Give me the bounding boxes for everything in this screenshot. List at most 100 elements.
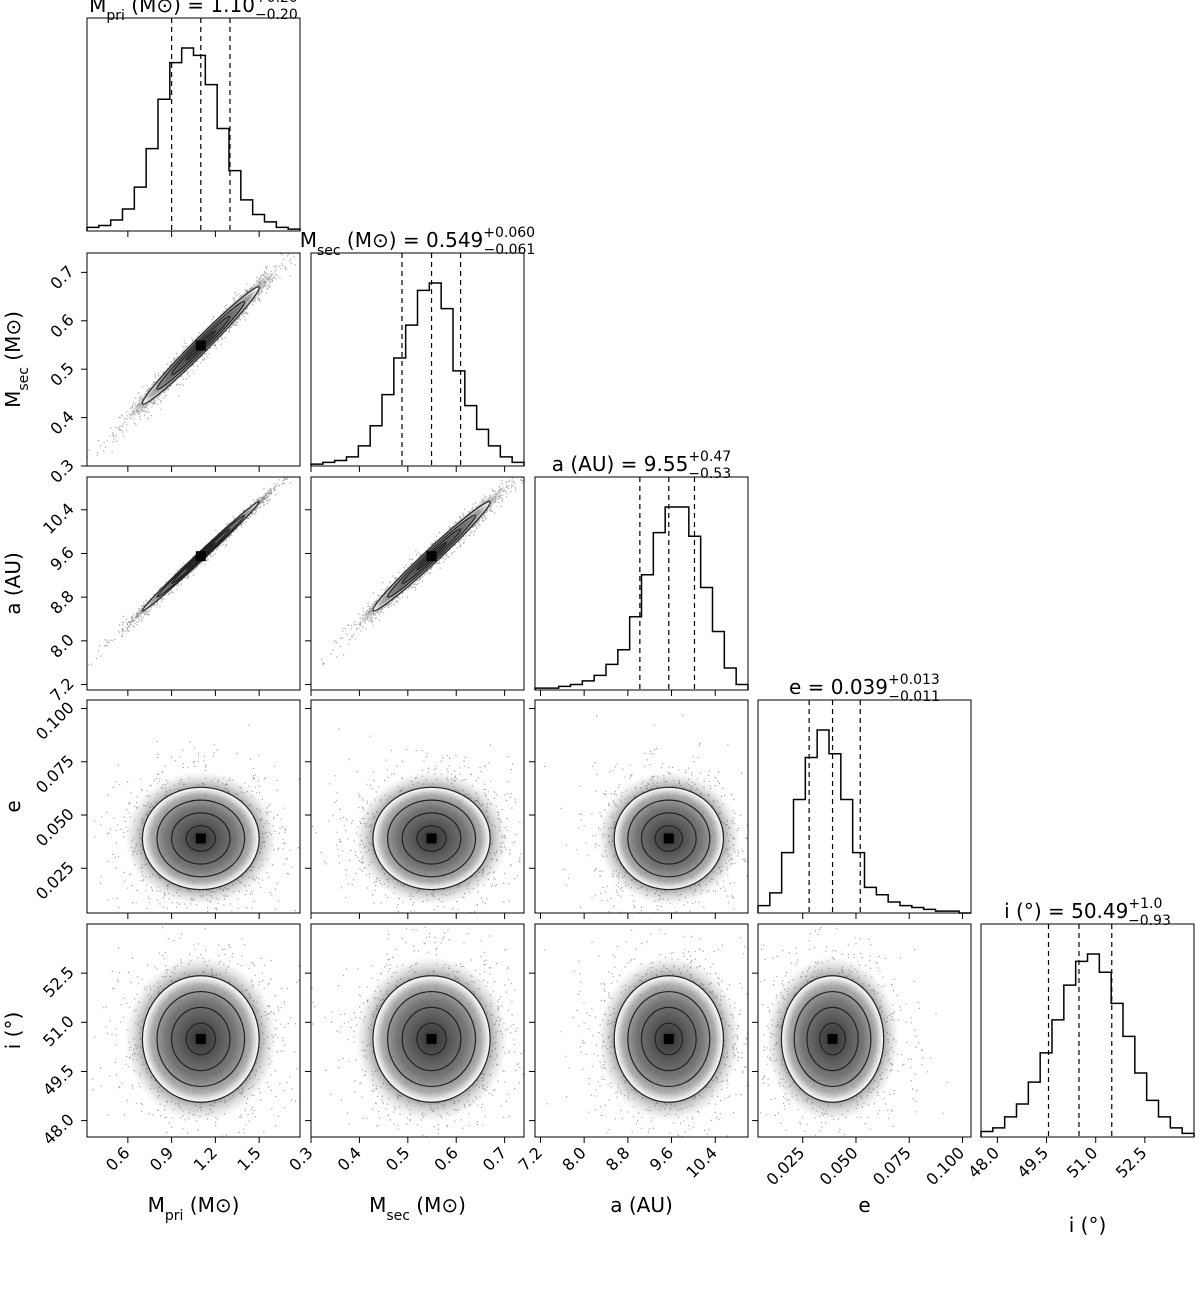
x-axis-label-i: i (°) (1069, 1213, 1107, 1237)
histogram-step-line (310, 282, 525, 466)
peak-bin (663, 1034, 674, 1045)
y-tick-label: 8.0 (46, 630, 77, 661)
contour-level (416, 825, 447, 852)
x-tick-label: 8.0 (558, 1143, 589, 1174)
histogram-panel-mpri: Mpri (M⊙) = 1.10+0.20−0.20 (86, 0, 301, 237)
y-tick-label: 48.0 (39, 1110, 78, 1149)
y-axis-label-i: i (°) (1, 1012, 25, 1050)
axes-frame (86, 476, 301, 691)
histogram-panel-msec: Msec (M⊙) = 0.549+0.060 −0.061 (300, 225, 536, 472)
contour-level (171, 1006, 231, 1072)
contour-level (141, 286, 260, 405)
x-tick-label: 0.025 (763, 1143, 809, 1189)
x-tick-label: 0.6 (430, 1143, 461, 1174)
x-tick-label: 0.4 (334, 1143, 365, 1174)
peak-bin (195, 1034, 206, 1045)
x-axis-label-a: a (AU) (610, 1193, 673, 1217)
x-tick-label: 0.7 (479, 1143, 510, 1174)
peak-bin (426, 551, 437, 562)
x-tick-label: 48.0 (964, 1143, 1003, 1182)
contour-level (156, 990, 246, 1088)
y-tick-label: 51.0 (39, 1012, 78, 1051)
x-axis-label-mpri: Mpri (M⊙) (148, 1193, 240, 1224)
axes-frame (757, 699, 972, 914)
histogram-step-line (86, 47, 301, 231)
scatter-panel-a-vs-mpri: 7.28.08.89.610.4 (39, 476, 301, 705)
contour-level (819, 1022, 846, 1056)
y-axis-label-msec: Msec (M⊙) (1, 311, 32, 408)
peak-bin (663, 833, 674, 844)
contour-level (387, 990, 477, 1088)
contour-level (372, 500, 491, 612)
contour-level (613, 975, 725, 1103)
axes-frame (310, 699, 525, 914)
histogram-step-line (534, 506, 749, 690)
axes-frame (980, 923, 1195, 1138)
corner-panels: Mpri (M⊙) = 1.10+0.20−0.20 Msec (M⊙) = 0.… (1, 0, 1195, 1237)
contour-level (654, 825, 684, 852)
contour-level (613, 786, 725, 891)
x-axis-label-msec: Msec (M⊙) (369, 1193, 466, 1224)
contour-level (141, 786, 260, 891)
x-tick-label: 0.075 (869, 1143, 915, 1189)
peak-bin (195, 551, 206, 562)
peak-bin (195, 340, 206, 351)
contour-level (387, 799, 477, 878)
histogram-panel-e: e = 0.039+0.013 −0.011 (757, 672, 972, 919)
x-tick-label: 0.100 (922, 1143, 968, 1189)
scatter-panel-i-vs-a: 7.2 8.0 8.8 9.6 10.4 (515, 923, 749, 1182)
x-tick-label: 10.4 (682, 1143, 721, 1182)
axes-frame (310, 923, 525, 1138)
x-tick-label: 0.3 (285, 1143, 316, 1174)
y-tick-label: 0.025 (32, 858, 78, 904)
y-axis-label-e: e (1, 800, 25, 812)
y-tick-label: 0.5 (46, 359, 77, 390)
axes-frame (534, 476, 749, 691)
axes-frame (310, 252, 525, 467)
contour-level (654, 1022, 684, 1056)
panel-title: a (AU) = 9.55+0.47 −0.53 (552, 449, 731, 482)
contour-level (156, 799, 246, 878)
x-tick-label: 0.9 (146, 1143, 177, 1174)
contour-level (793, 990, 872, 1088)
contour-level (640, 1006, 697, 1072)
contour-level (185, 1022, 216, 1056)
contour-level (401, 1006, 462, 1072)
peak-bin (426, 1034, 437, 1045)
contour-level (171, 812, 231, 865)
axes-frame (86, 699, 301, 914)
y-tick-label: 0.4 (46, 407, 77, 438)
x-tick-label: 1.5 (233, 1143, 264, 1174)
scatter-panel-e-vs-a (529, 699, 749, 919)
axes-frame (310, 476, 525, 691)
contour-level (372, 975, 491, 1103)
x-tick-label: 1.2 (190, 1143, 221, 1174)
panel-title: Msec (M⊙) = 0.549+0.060 −0.061 (300, 225, 536, 259)
y-tick-label: 10.4 (39, 499, 78, 538)
scatter-panel-i-vs-mpri: 0.6 0.9 1.2 1.5 48.0 49.5 51.0 52.5 (39, 923, 301, 1175)
axes-frame (86, 923, 301, 1138)
y-tick-label: 8.8 (46, 587, 77, 618)
y-axis-label-a: a (AU) (1, 552, 25, 615)
x-tick-label: 49.5 (1014, 1143, 1053, 1182)
y-tick-label: 0.050 (32, 804, 78, 850)
x-tick-label: 51.0 (1063, 1143, 1102, 1182)
axes-frame (534, 923, 749, 1138)
contour-level (806, 1006, 859, 1072)
peak-bin (426, 833, 437, 844)
y-tick-label: 52.5 (39, 963, 78, 1002)
y-tick-label: 0.6 (46, 310, 77, 341)
scatter-panel-i-vs-e: 0.025 0.050 0.075 0.100 (752, 923, 972, 1189)
y-tick-label: 0.075 (32, 751, 78, 797)
y-tick-label: 9.6 (46, 543, 77, 574)
axes-frame (757, 923, 972, 1138)
contour-level (401, 812, 462, 865)
contour-level (627, 799, 711, 878)
axes-frame (86, 17, 301, 232)
histogram-step-line (757, 729, 971, 914)
scatter-panel-e-vs-mpri: 0.025 0.050 0.075 0.100 (32, 698, 301, 919)
axis-labels: Mpri (M⊙) Msec (M⊙) Msec (M⊙) a (AU) a (AU) e… (1, 311, 1106, 1237)
panel-title: e = 0.039+0.013 −0.011 (789, 672, 940, 705)
x-tick-label: 8.8 (602, 1143, 633, 1174)
